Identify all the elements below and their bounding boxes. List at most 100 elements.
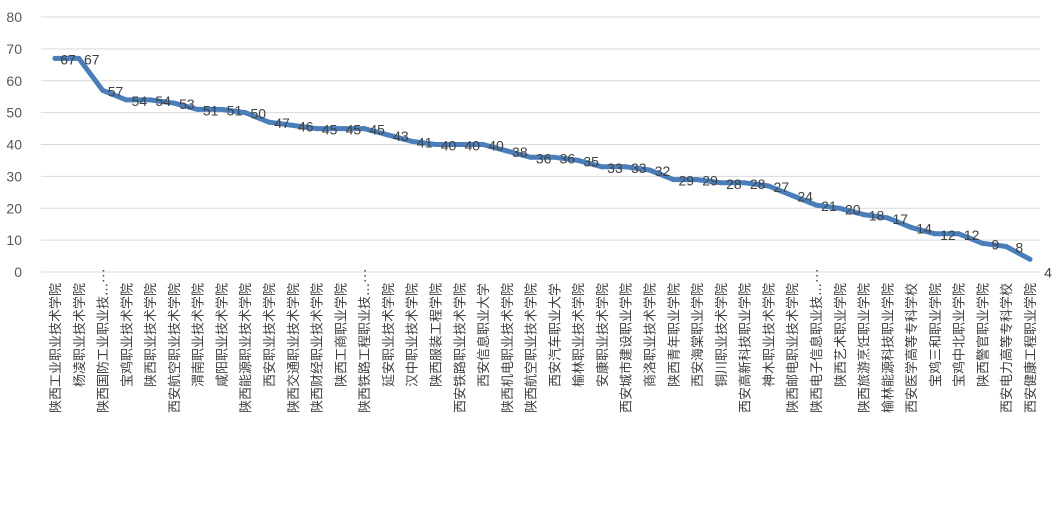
data-label-35: 18 (869, 208, 885, 224)
data-point-23 (575, 157, 581, 163)
x-tick-label-38: 宝鸡三和职业学院 (928, 283, 944, 387)
data-label-13: 45 (346, 122, 362, 138)
y-tick-label-50: 50 (6, 105, 22, 121)
data-label-20: 38 (512, 144, 528, 160)
data-point-5 (147, 97, 153, 103)
data-label-7: 51 (203, 102, 219, 118)
y-tick-label-60: 60 (6, 73, 22, 89)
data-label-39: 12 (964, 227, 980, 243)
x-tick-label-17: 陕西服装工程学院 (428, 283, 444, 387)
group-marker-1: ⋮ (97, 267, 111, 283)
data-point-32 (789, 193, 795, 198)
y-tick-label-0: 0 (14, 264, 22, 280)
x-tick-label-16: 汉中职业技术学院 (405, 283, 421, 387)
data-label-40: 9 (992, 236, 1000, 252)
data-point-42 (1027, 256, 1033, 262)
y-tick-label-20: 20 (6, 200, 22, 216)
data-label-18: 40 (464, 138, 480, 154)
y-tick-label-30: 30 (6, 168, 22, 184)
x-tick-label-13: 陕西工商职业学院 (333, 283, 349, 387)
data-label-22: 36 (560, 150, 576, 166)
data-label-9: 50 (250, 106, 266, 122)
x-tick-label-32: 陕西邮电职业技术学院 (785, 283, 801, 413)
data-point-13 (337, 126, 343, 132)
data-point-37 (908, 224, 914, 230)
x-tick-label-35: 陕西旅游烹饪职业学院 (857, 283, 873, 413)
data-point-27 (670, 177, 676, 183)
x-tick-label-1: 陕西工业职业技术学院 (48, 283, 64, 413)
data-point-22 (551, 154, 557, 160)
data-label-24: 33 (607, 160, 623, 176)
data-point-26 (647, 167, 653, 173)
data-point-18 (456, 142, 462, 147)
data-point-19 (480, 142, 486, 147)
data-point-40 (979, 240, 985, 246)
data-label-2: 67 (84, 51, 100, 67)
data-label-8: 51 (227, 102, 243, 118)
data-label-41: 8 (1015, 240, 1023, 256)
x-tick-label-10: 西安职业技术学院 (262, 283, 278, 387)
group-marker-2: ⋮ (358, 267, 372, 283)
x-tick-label-23: 榆林职业技术学院 (571, 283, 587, 387)
x-tick-label-27: 陕西青年职业学院 (666, 283, 682, 387)
data-point-16 (409, 138, 415, 144)
data-point-41 (1003, 244, 1009, 249)
data-point-30 (742, 180, 748, 186)
data-point-31 (765, 183, 771, 189)
data-point-10 (266, 119, 272, 125)
data-point-6 (171, 100, 177, 106)
x-tick-label-24: 安康职业技术学院 (595, 283, 611, 387)
data-label-42: 4 (1044, 264, 1052, 280)
data-label-38: 12 (940, 227, 956, 243)
data-label-1: 67 (60, 51, 76, 67)
data-label-30: 28 (750, 176, 766, 192)
data-label-14: 45 (369, 122, 385, 138)
data-label-10: 47 (274, 115, 290, 131)
data-point-20 (504, 148, 510, 154)
x-tick-label-28: 西安海棠职业学院 (690, 283, 706, 387)
x-tick-label-22: 西安汽车职业大学 (547, 283, 563, 387)
data-point-35 (861, 212, 867, 218)
data-point-24 (599, 164, 605, 170)
data-point-1 (52, 55, 58, 61)
data-point-12 (314, 126, 320, 132)
y-tick-label-80: 80 (6, 9, 22, 25)
y-tick-label-40: 40 (6, 137, 22, 153)
x-tick-label-7: 渭南职业技术学院 (191, 283, 207, 387)
group-marker-3: ⋮ (810, 267, 824, 283)
data-label-4: 54 (132, 93, 148, 109)
data-point-9 (242, 110, 248, 116)
data-point-14 (361, 126, 367, 132)
x-tick-label-33: 陕西电子信息职业技… (809, 283, 825, 413)
x-tick-label-4: 宝鸡职业技术学院 (119, 283, 135, 387)
x-tick-label-30: 西安高新科技职业学院 (738, 283, 754, 413)
x-tick-label-15: 延安职业技术学院 (381, 283, 397, 387)
x-tick-label-37: 西安医学高等专科学校 (904, 283, 920, 413)
data-label-5: 54 (155, 93, 171, 109)
data-label-12: 45 (322, 122, 338, 138)
x-tick-label-41: 西安电力高等专科学校 (999, 283, 1015, 413)
x-tick-label-8: 咸阳职业技术学院 (214, 283, 230, 387)
x-tick-label-31: 神木职业技术学院 (761, 283, 777, 387)
x-tick-label-26: 商洛职业技术学院 (643, 283, 659, 387)
x-tick-label-12: 陕西财经职业技术学院 (310, 283, 326, 413)
data-point-3 (100, 87, 106, 93)
data-label-16: 41 (417, 134, 433, 150)
data-point-28 (694, 177, 700, 183)
data-label-25: 33 (631, 160, 647, 176)
data-label-6: 53 (179, 96, 195, 112)
data-point-17 (432, 142, 438, 147)
data-label-23: 35 (583, 153, 599, 169)
x-tick-label-3: 陕西国防工业职业技… (96, 283, 112, 413)
x-tick-label-40: 陕西警官职业学院 (975, 283, 991, 387)
x-tick-label-29: 铜川职业技术学院 (714, 283, 730, 387)
data-label-37: 14 (916, 220, 932, 236)
y-tick-label-70: 70 (6, 41, 22, 57)
data-label-28: 29 (702, 173, 718, 189)
x-tick-label-11: 陕西交通职业技术学院 (286, 283, 302, 413)
x-tick-label-25: 西安城市建设职业学院 (619, 283, 635, 413)
x-tick-label-20: 陕西机电职业技术学院 (500, 283, 516, 413)
data-point-2 (76, 55, 82, 61)
x-tick-label-42: 西安健康工程职业学院 (1023, 283, 1039, 413)
